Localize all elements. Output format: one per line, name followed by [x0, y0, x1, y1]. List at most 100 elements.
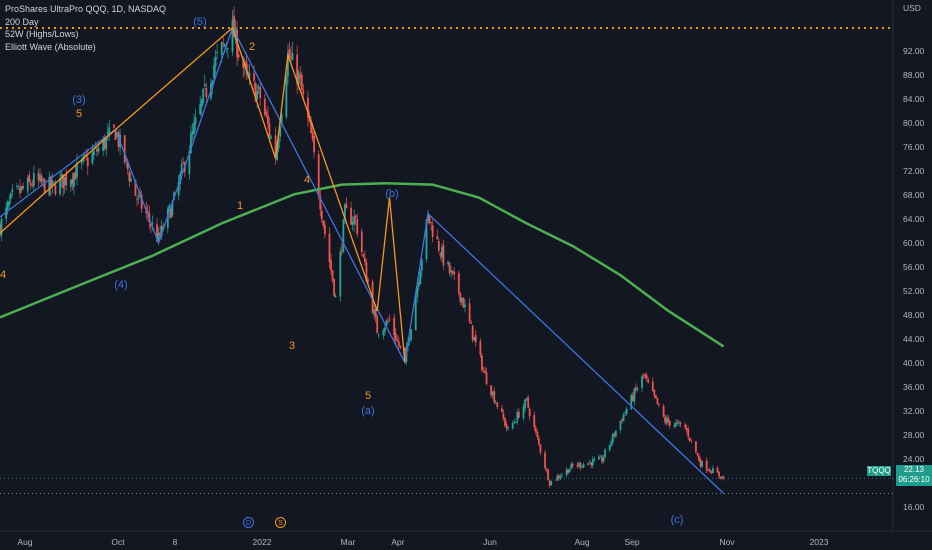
- wave-label-2: 2: [248, 41, 256, 53]
- candle-body: [567, 469, 570, 473]
- indicator-ma-label[interactable]: 200 Day: [5, 16, 39, 27]
- candle-body: [642, 374, 645, 375]
- candle-body: [159, 232, 162, 236]
- candle-body: [417, 282, 420, 287]
- y-tick-label: 88.00: [903, 70, 925, 80]
- candle-body: [126, 161, 129, 170]
- candle-body: [397, 340, 400, 347]
- dividend-marker[interactable]: D: [243, 517, 254, 528]
- candle-body: [462, 297, 465, 308]
- x-tick-label: 8: [172, 537, 178, 547]
- candle-body: [556, 476, 559, 481]
- split-marker[interactable]: S: [275, 517, 286, 528]
- last-price: 22.13: [903, 465, 925, 474]
- candle-body: [22, 186, 24, 189]
- candle-body: [29, 182, 32, 186]
- y-tick-label: 64.00: [903, 214, 925, 224]
- candle-body: [199, 104, 202, 115]
- y-tick-label: 16.00: [903, 502, 925, 512]
- candle-body: [362, 254, 365, 257]
- candle-body: [614, 430, 617, 437]
- candle-body: [211, 80, 214, 88]
- candle-body: [365, 262, 368, 282]
- candle-body: [17, 186, 20, 188]
- candle-body: [622, 414, 625, 422]
- x-tick-label: 2023: [809, 537, 829, 547]
- candle-body: [302, 90, 305, 95]
- candle-body: [544, 452, 546, 469]
- indicator-elliott-label[interactable]: Elliott Wave (Absolute): [5, 41, 96, 52]
- indicator-52w-label[interactable]: 52W (Highs/Lows): [5, 29, 79, 39]
- candle-body: [568, 469, 571, 473]
- candle-body: [322, 220, 325, 226]
- elliott-wave-blue: [0, 26, 725, 494]
- candle-body: [420, 259, 423, 271]
- candle-body: [496, 402, 499, 407]
- candle-body: [242, 58, 245, 68]
- candle-body: [360, 231, 363, 253]
- candle-body: [668, 420, 671, 426]
- candle-body: [160, 225, 163, 237]
- candle-body: [528, 408, 531, 417]
- candle-body: [578, 463, 580, 466]
- candle-body: [581, 466, 583, 468]
- candle-body: [299, 74, 302, 79]
- candle-body: [590, 462, 593, 466]
- candle-body: [399, 345, 402, 348]
- candle-body: [194, 117, 197, 124]
- candle-body: [32, 173, 35, 187]
- wave-label-c: (c): [670, 514, 684, 526]
- candle-body: [257, 86, 260, 89]
- candle-body: [300, 74, 303, 91]
- candle-body: [687, 429, 690, 437]
- y-tick-label: 92.00: [903, 46, 925, 56]
- candle-body: [608, 444, 611, 451]
- candle-body: [173, 192, 175, 200]
- candle-body: [598, 456, 600, 460]
- candle-body: [137, 194, 140, 198]
- candle-body: [237, 54, 240, 58]
- candle-body: [91, 152, 94, 164]
- candle-body: [536, 431, 539, 438]
- candle-body: [342, 219, 345, 253]
- candle-body: [331, 270, 334, 281]
- candle-body: [591, 459, 594, 466]
- candle-body: [559, 476, 562, 479]
- candle-body: [593, 458, 596, 461]
- candle-body: [701, 461, 703, 467]
- candle-body: [213, 65, 215, 79]
- candle-body: [667, 417, 670, 422]
- candle-body: [254, 83, 257, 102]
- candle-body: [320, 210, 323, 220]
- y-tick-label: 44.00: [903, 334, 925, 344]
- candle-body: [396, 340, 399, 341]
- candle-body: [651, 381, 654, 391]
- ma200-line: [0, 182, 725, 348]
- candle-body: [216, 51, 218, 53]
- wave-label-3: (3): [72, 94, 86, 106]
- candle-body: [511, 422, 514, 429]
- candle-body: [613, 433, 616, 436]
- candle-body: [222, 42, 225, 44]
- candle-body: [6, 202, 9, 209]
- price-axis-units: USD: [903, 3, 921, 13]
- candle-body: [631, 395, 634, 401]
- y-tick-label: 68.00: [903, 190, 925, 200]
- candle-body: [39, 174, 41, 181]
- y-tick-label: 28.00: [903, 430, 925, 440]
- candle-body: [374, 309, 377, 318]
- candle-body: [69, 180, 72, 187]
- candle-body: [611, 433, 614, 443]
- y-tick-label: 36.00: [903, 382, 925, 392]
- symbol-title[interactable]: ProShares UltraPro QQQ, 1D, NASDAQ: [5, 4, 167, 14]
- candle-body: [517, 411, 520, 418]
- candle-body: [65, 173, 68, 186]
- candle-body: [103, 136, 106, 149]
- candle-body: [387, 320, 389, 322]
- candle-body: [291, 53, 294, 61]
- candle-body: [71, 178, 74, 184]
- candle-body: [602, 457, 605, 462]
- x-tick-label: Apr: [391, 537, 405, 547]
- candle-body: [718, 472, 720, 477]
